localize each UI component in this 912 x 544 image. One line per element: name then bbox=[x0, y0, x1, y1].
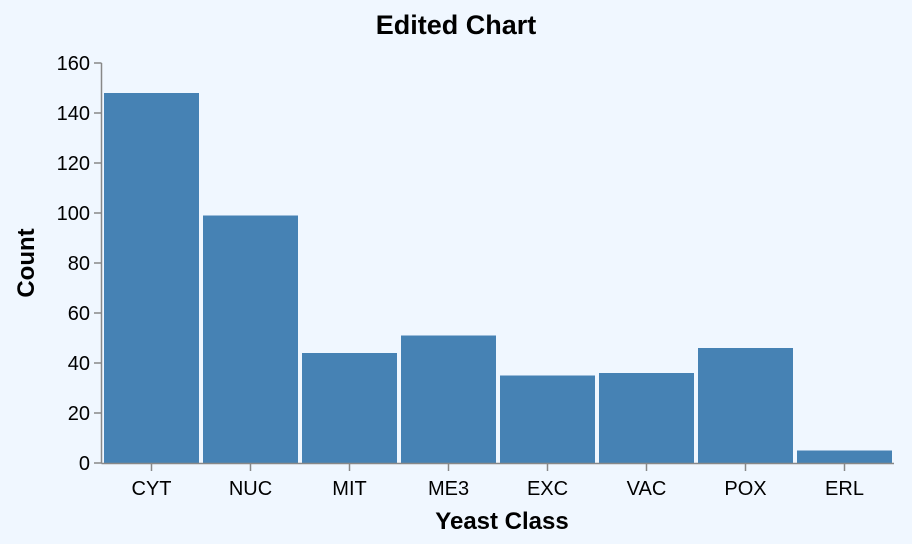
y-tick-label: 0 bbox=[79, 453, 90, 475]
y-axis: 0 20 40 60 80 100 120 140 160 bbox=[57, 53, 103, 475]
y-tick-label: 20 bbox=[68, 403, 90, 425]
y-tick-label: 80 bbox=[68, 253, 90, 275]
x-axis: CYT NUC MIT ME3 EXC VAC POX ERL bbox=[101, 462, 894, 500]
x-tick-label: CYT bbox=[132, 478, 172, 500]
y-tick-label: 100 bbox=[57, 203, 90, 225]
x-tick-label: ME3 bbox=[428, 478, 469, 500]
x-tick-label: MIT bbox=[332, 478, 366, 500]
bar-nuc bbox=[203, 215, 298, 463]
y-axis-title: Count bbox=[13, 228, 40, 297]
x-tick-label: POX bbox=[724, 478, 766, 500]
x-tick-label: VAC bbox=[627, 478, 667, 500]
bar-pox bbox=[698, 348, 793, 463]
bar-me3 bbox=[401, 335, 496, 463]
y-tick-label: 120 bbox=[57, 153, 90, 175]
bar-mit bbox=[302, 353, 397, 463]
y-tick-label: 160 bbox=[57, 53, 90, 75]
x-tick-label: NUC bbox=[229, 478, 272, 500]
bar-cyt bbox=[104, 93, 199, 463]
y-tick-label: 60 bbox=[68, 303, 90, 325]
bar-erl bbox=[797, 450, 892, 463]
bar-exc bbox=[500, 375, 595, 463]
y-tick-label: 140 bbox=[57, 103, 90, 125]
chart-title: Edited Chart bbox=[376, 10, 537, 40]
x-tick-label: ERL bbox=[825, 478, 864, 500]
bars bbox=[104, 93, 892, 463]
x-axis-title: Yeast Class bbox=[435, 508, 568, 535]
x-tick-label: EXC bbox=[527, 478, 568, 500]
y-tick-label: 40 bbox=[68, 353, 90, 375]
bar-vac bbox=[599, 373, 694, 463]
